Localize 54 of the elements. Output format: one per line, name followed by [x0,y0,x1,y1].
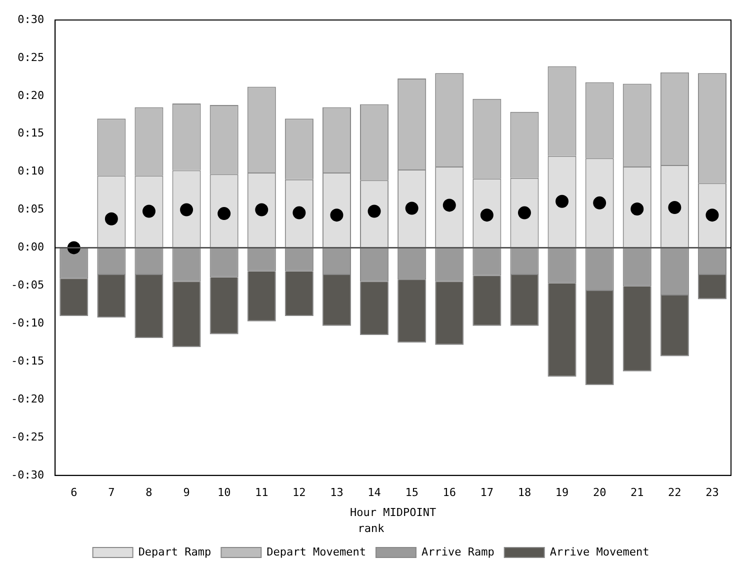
y-tick-label: 0:00 [18,240,44,254]
legend-label: Arrive Ramp [422,545,494,558]
legend-label: Arrive Movement [550,545,650,558]
x-tick-label: 14 [368,486,382,499]
x-tick-label: 18 [518,486,532,499]
point [556,194,569,208]
x-tick-label: 12 [292,486,306,499]
legend-label: Depart Ramp [138,545,212,558]
x-tick-label: 7 [108,486,115,499]
point [104,212,118,226]
y-tick-label: 0:05 [18,202,44,216]
x-tick-label: 21 [630,486,644,499]
point [330,208,344,222]
point [442,198,456,212]
x-axis-title: Hour MIDPOINT [350,506,436,520]
y-tick-label: -0:15 [10,354,44,368]
x-tick-label: 6 [70,486,78,499]
point [518,206,531,220]
x-tick-label: 15 [405,486,418,499]
y-tick-label: 0:20 [18,88,44,102]
x-tick-label: 23 [706,486,719,499]
x-tick-label: 11 [255,486,268,499]
point [255,203,268,216]
point [706,208,719,222]
x-tick-label: 17 [480,486,494,499]
point [668,200,682,214]
x-tick-label: 16 [442,486,456,499]
x-tick-label: 20 [592,486,606,499]
legend-title: rank [358,522,385,536]
y-tick-label: 0:30 [18,12,44,26]
point [292,206,306,220]
point [593,196,606,210]
legend-label: Depart Movement [266,545,366,558]
x-tick-label: 19 [555,486,569,499]
y-tick-label: -0:30 [10,468,44,482]
y-tick-label: -0:25 [10,430,44,444]
point [218,207,231,220]
point [368,204,381,218]
x-tick-label: 8 [146,486,152,499]
y-tick-label: -0:20 [10,392,44,406]
x-tick-label: 9 [183,486,190,499]
point [630,202,644,216]
y-tick-label: 0:25 [18,50,44,64]
x-tick-label: 22 [668,486,682,499]
x-tick-label: 13 [330,486,344,499]
y-tick-label: 0:10 [18,164,44,178]
y-tick-label: -0:10 [10,316,44,330]
point [405,202,418,215]
point [180,203,194,216]
x-tick-label: 10 [217,486,231,499]
point [480,208,494,222]
point [142,204,156,218]
y-tick-label: -0:05 [10,278,44,292]
y-tick-label: 0:15 [18,126,44,140]
